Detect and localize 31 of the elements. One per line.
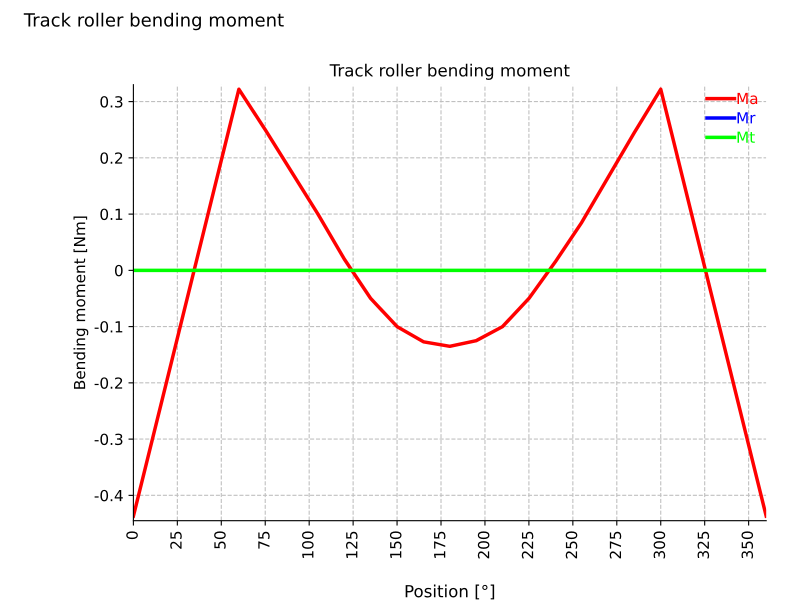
x-tick-label: 275 bbox=[610, 532, 622, 558]
legend-label: Mt bbox=[738, 132, 755, 143]
y-tick-label: 0 bbox=[114, 264, 123, 276]
chart-title: Track roller bending moment bbox=[330, 64, 570, 80]
x-tick-label: 175 bbox=[434, 532, 446, 558]
x-tick-label: 0 bbox=[126, 531, 138, 540]
x-tick-label: 100 bbox=[302, 531, 314, 558]
x-tick-label: 150 bbox=[390, 531, 402, 558]
x-tick-label: 25 bbox=[170, 532, 182, 549]
y-tick-label: 0.3 bbox=[100, 96, 122, 108]
legend-label: Mr bbox=[738, 112, 756, 124]
x-tick-label: 200 bbox=[478, 531, 490, 558]
x-tick-label: 325 bbox=[698, 532, 710, 558]
x-tick-label: 50 bbox=[214, 531, 226, 549]
x-tick-label: 75 bbox=[258, 532, 270, 549]
text: Track roller bending moment bbox=[24, 12, 284, 30]
y-tick-label: -0.1 bbox=[94, 321, 122, 333]
x-axis-title: Position [°] bbox=[406, 584, 494, 600]
legend-label: Ma bbox=[738, 92, 758, 104]
y-tick-label: -0.3 bbox=[94, 434, 122, 446]
x-tick-label: 300 bbox=[654, 531, 666, 558]
y-axis-title: Bending moment [Nm] bbox=[74, 216, 88, 389]
line-series bbox=[133, 87, 766, 518]
x-tick-label: 250 bbox=[566, 531, 578, 558]
x-tick-label: 225 bbox=[522, 532, 534, 558]
x-tick-label: 350 bbox=[742, 531, 754, 558]
y-tick-label: 0.1 bbox=[100, 208, 122, 220]
y-tick-label: -0.4 bbox=[94, 490, 123, 502]
y-tick-label: 0.2 bbox=[100, 152, 122, 164]
x-tick-label: 125 bbox=[346, 532, 358, 558]
y-tick-label: -0.2 bbox=[94, 377, 122, 389]
